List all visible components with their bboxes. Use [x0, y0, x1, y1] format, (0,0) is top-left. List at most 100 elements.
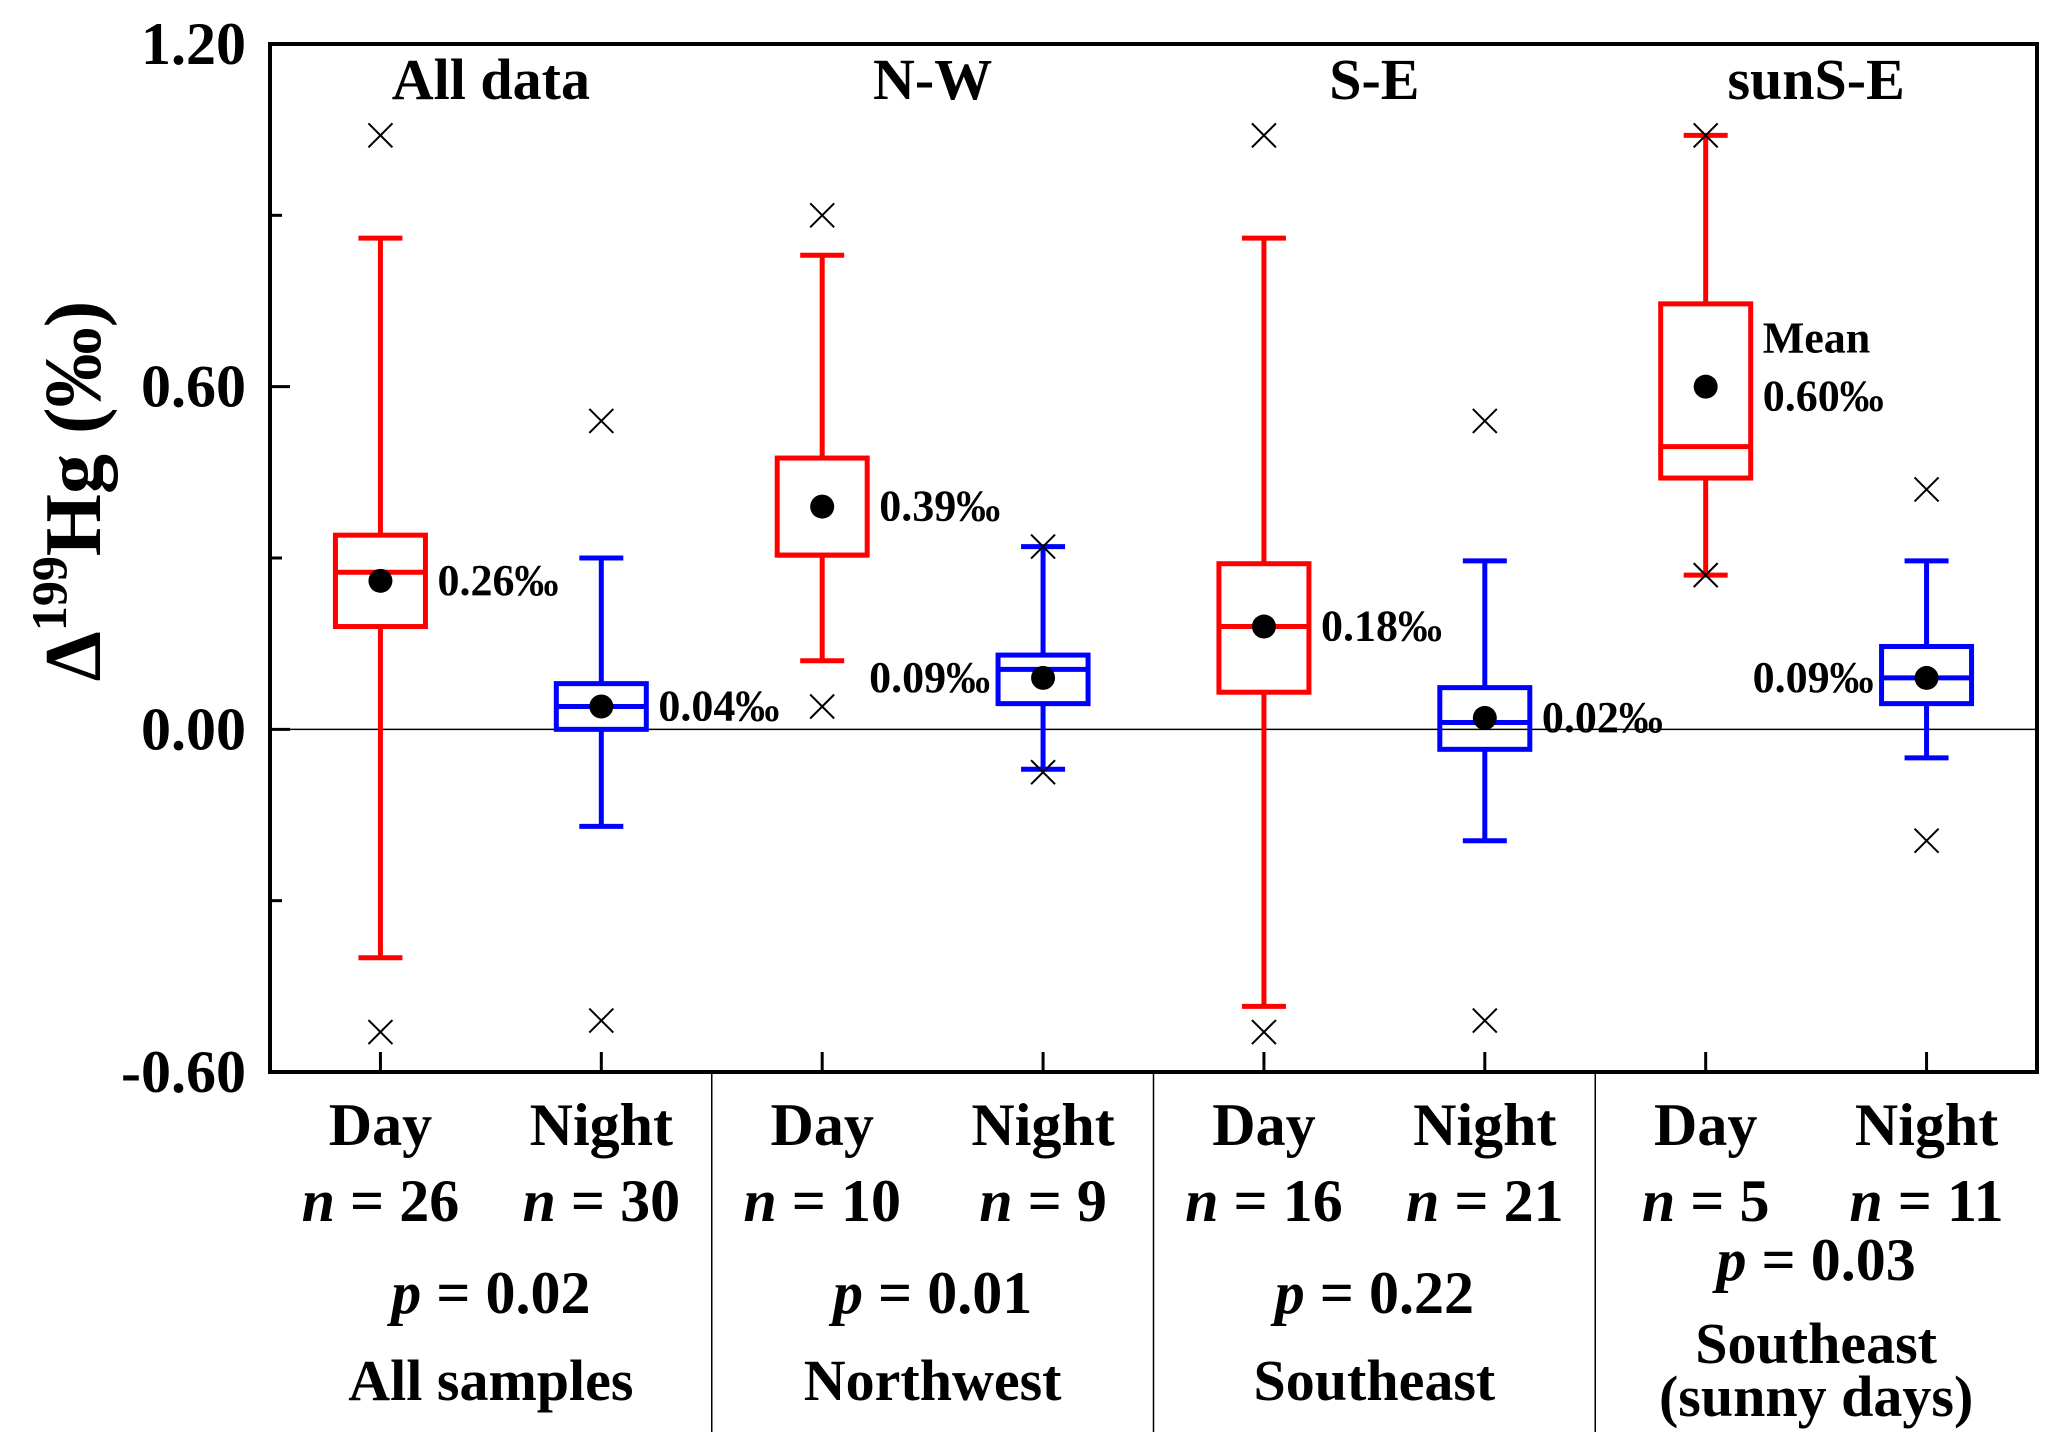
suns-e-p-value-label: p = 0.03 — [1712, 1227, 1916, 1293]
s-e-day-extreme-marker — [1251, 1019, 1277, 1045]
suns-e-night-mean-label: 0.09‰ — [1753, 653, 1874, 702]
extreme-stroke — [1251, 1019, 1277, 1045]
n-w-group-title: N-W — [873, 47, 992, 112]
y-tick-label: 0.00 — [141, 696, 246, 762]
n-w-night-category-label: Night — [971, 1092, 1114, 1158]
all-data-day-n-label: n = 26 — [302, 1168, 460, 1234]
s-e-night-n-label: n = 21 — [1406, 1168, 1564, 1234]
y-axis-title: Δ199Hg (‰) — [21, 301, 118, 682]
all-data-caption: All samples — [348, 1348, 633, 1413]
s-e-day-boxplot: 0.18‰ Day n = 16 — [1185, 122, 1442, 1234]
s-e-night-iqr-box — [1437, 685, 1533, 752]
y-tick-label: -0.60 — [121, 1039, 246, 1105]
y-axis-title-isotope: 199 — [21, 556, 77, 631]
suns-e-day-boxplot: 0.60‰ Mean Day n = 5 — [1642, 122, 1884, 1234]
all-data-night-mean-marker — [589, 694, 614, 719]
extreme-stroke — [367, 122, 394, 149]
s-e-day-n-label: n = 16 — [1185, 1168, 1343, 1234]
y-axis-title-unit: (‰) — [30, 301, 118, 434]
n-w-caption: Northwest — [804, 1348, 1062, 1413]
y-tick-label: 1.20 — [141, 11, 246, 77]
s-e-night-mean-marker — [1472, 705, 1497, 730]
extreme-stroke — [1692, 562, 1719, 588]
suns-e-night-extreme-marker — [1913, 827, 1940, 854]
all-data-day-extreme-marker — [367, 122, 394, 149]
suns-e-night-n-label: n = 11 — [1849, 1168, 2003, 1234]
s-e-group-title: S-E — [1329, 47, 1419, 112]
suns-e-caption: (sunny days) — [1659, 1364, 1973, 1429]
mean-legend-label: Mean — [1763, 314, 1871, 363]
all-data-night-extreme-marker — [588, 1007, 615, 1034]
extreme-stroke — [588, 408, 615, 434]
n-w-day-n-label: n = 10 — [743, 1168, 901, 1234]
suns-e-day-iqr-box — [1658, 301, 1754, 481]
suns-e-group-title: sunS-E — [1727, 47, 1904, 112]
n-w-night-extreme-marker — [1030, 533, 1056, 560]
extreme-stroke — [1030, 533, 1056, 560]
y-axis-title-delta: Δ — [30, 631, 118, 681]
n-w-night-mean-marker — [1031, 665, 1056, 690]
s-e-day-category-label: Day — [1212, 1092, 1315, 1158]
suns-e-night-iqr-box — [1879, 644, 1975, 707]
n-w-night-iqr-box — [995, 652, 1091, 707]
extreme-stroke — [1472, 408, 1498, 434]
all-data-day-boxplot: 0.26‰ Day n = 26 — [302, 122, 558, 1234]
extreme-stroke — [1913, 827, 1940, 854]
all-data-group-title: All data — [392, 47, 590, 112]
n-w-day-boxplot: 0.39‰ Day n = 10 — [743, 202, 1000, 1234]
n-w-night-boxplot: 0.09‰ Night n = 9 — [869, 533, 1115, 1234]
n-w-day-extreme-marker — [809, 693, 835, 720]
s-e-night-category-label: Night — [1413, 1092, 1556, 1158]
s-e-day-mean-label: 0.18‰ — [1321, 602, 1442, 651]
suns-e-night-mean-marker — [1914, 665, 1939, 690]
extreme-stroke — [1030, 759, 1056, 785]
plot-frame — [268, 42, 2039, 1074]
n-w-day-mean-marker — [810, 494, 835, 519]
suns-e-day-extreme-marker — [1692, 122, 1719, 149]
extreme-stroke — [588, 1007, 615, 1034]
s-e-caption: Southeast — [1254, 1348, 1496, 1413]
suns-e-night-boxplot: 0.09‰ Night n = 11 — [1753, 476, 2004, 1234]
extreme-stroke — [1692, 122, 1719, 149]
n-w-p-value-label: p = 0.01 — [828, 1260, 1032, 1326]
all-data-day-category-label: Day — [329, 1092, 432, 1158]
extreme-stroke — [1251, 122, 1277, 149]
s-e-p-value-label: p = 0.22 — [1270, 1260, 1474, 1326]
s-e-day-mean-marker — [1251, 614, 1276, 639]
n-w-day-extreme-marker — [809, 202, 835, 229]
suns-e-day-extreme-marker — [1692, 562, 1719, 588]
n-w-night-mean-label: 0.09‰ — [869, 653, 990, 702]
n-w-day-mean-label: 0.39‰ — [879, 482, 1000, 531]
all-data-night-n-label: n = 30 — [523, 1168, 681, 1234]
extreme-stroke — [367, 1019, 394, 1045]
all-data-night-category-label: Night — [530, 1092, 673, 1158]
all-data-day-iqr-box — [332, 532, 428, 630]
n-w-day-category-label: Day — [771, 1092, 874, 1158]
y-tick-label: 0.60 — [141, 354, 246, 420]
extreme-stroke — [1913, 476, 1940, 503]
extreme-stroke — [1472, 1007, 1498, 1034]
suns-e-day-mean-marker — [1693, 374, 1718, 399]
all-data-p-value-label: p = 0.02 — [386, 1260, 590, 1326]
all-data-night-boxplot: 0.04‰ Night n = 30 — [523, 408, 779, 1234]
extreme-stroke — [809, 693, 835, 720]
s-e-night-boxplot: 0.02‰ Night n = 21 — [1406, 408, 1663, 1234]
all-data-day-extreme-marker — [367, 1019, 394, 1045]
all-data-day-mean-marker — [368, 568, 393, 593]
suns-e-day-mean-label: 0.60‰ — [1763, 372, 1884, 421]
y-axis-title-element: Hg — [30, 454, 118, 556]
all-data-night-extreme-marker — [588, 408, 615, 434]
s-e-night-mean-label: 0.02‰ — [1542, 693, 1663, 742]
n-w-night-n-label: n = 9 — [979, 1168, 1107, 1234]
suns-e-caption: Southeast — [1695, 1311, 1937, 1376]
suns-e-day-n-label: n = 5 — [1642, 1168, 1770, 1234]
suns-e-night-extreme-marker — [1913, 476, 1940, 503]
extreme-stroke — [809, 202, 835, 229]
s-e-day-extreme-marker — [1251, 122, 1277, 149]
s-e-night-extreme-marker — [1472, 1007, 1498, 1034]
n-w-night-extreme-marker — [1030, 759, 1056, 785]
s-e-night-extreme-marker — [1472, 408, 1498, 434]
suns-e-day-category-label: Day — [1654, 1092, 1757, 1158]
suns-e-night-category-label: Night — [1855, 1092, 1998, 1158]
